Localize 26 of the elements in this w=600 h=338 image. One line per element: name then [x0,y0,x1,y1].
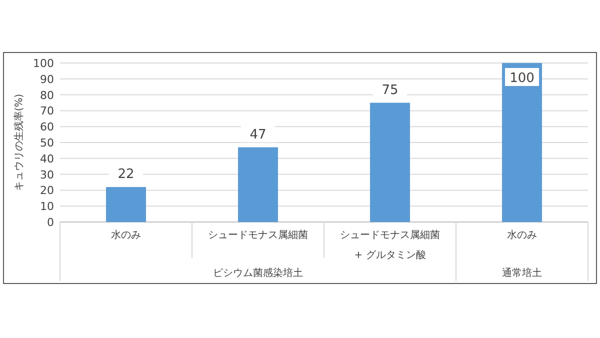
x-tick-label: シュードモナス属細菌 + グルタミン酸 [339,228,441,263]
data-label: 100 [510,71,534,86]
bar [370,102,410,222]
bar [106,187,146,222]
y-tick-label: 90 [40,72,54,86]
y-tick-label: 10 [40,200,54,214]
y-tick-label: 0 [47,216,54,229]
y-tick-label: 30 [40,168,54,182]
data-label: 22 [118,167,134,182]
data-label: 75 [382,82,398,98]
y-tick-label: 50 [40,136,54,150]
x-tick-label: シュードモナス属細菌 [207,228,309,243]
y-tick-label: 20 [40,184,54,198]
y-tick-label: 100 [33,57,54,70]
x-tick-label: 水のみ [506,228,538,243]
x-tick-label: 水のみ [110,228,142,243]
y-tick-label: 40 [40,152,54,166]
y-tick-label: 80 [40,88,54,102]
text: ピシウム菌感染培土 [213,267,303,279]
text: 通常培土 [502,267,542,279]
bar [502,63,542,222]
data-label: 47 [250,127,266,142]
bar [238,147,278,222]
y-tick-label: 70 [40,104,54,118]
y-tick-label: 60 [40,120,54,134]
y-axis-title: キュウリの生残率(%) [13,94,25,192]
